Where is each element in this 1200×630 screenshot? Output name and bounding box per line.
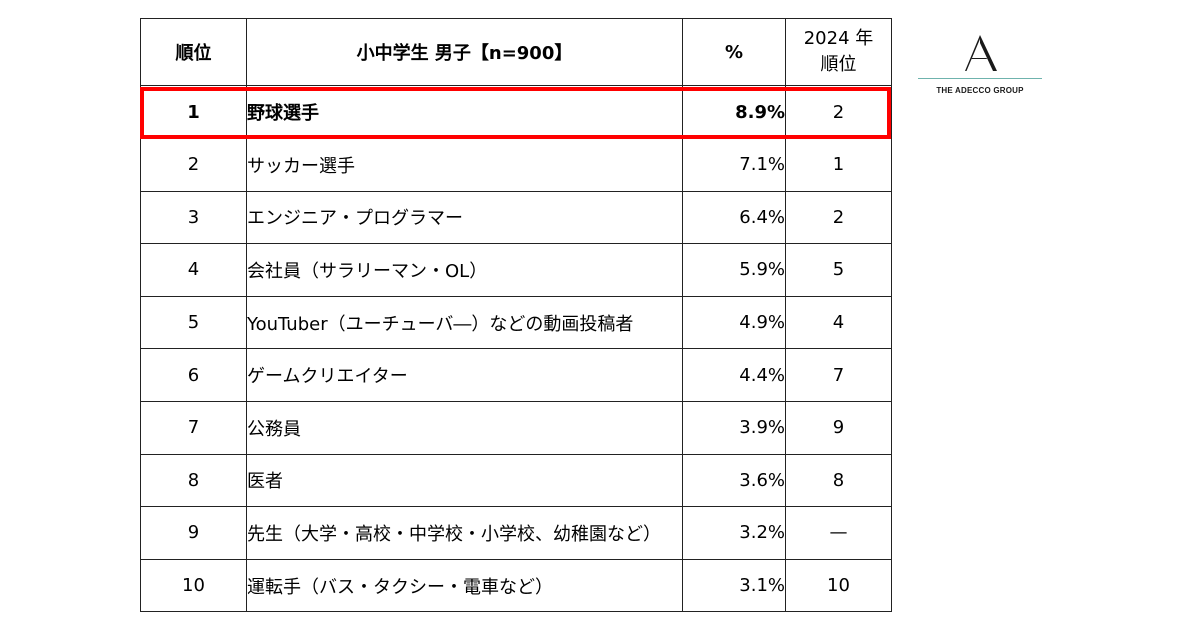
job-cell: 公務員 xyxy=(246,400,683,455)
percent-cell: 3.6% xyxy=(682,453,786,508)
job-cell: 医者 xyxy=(246,453,683,508)
job-cell: エンジニア・プログラマー xyxy=(246,190,683,245)
prev-rank-cell: 5 xyxy=(785,243,892,297)
logo-divider xyxy=(918,78,1042,79)
header-rank: 順位 xyxy=(140,18,247,86)
table-row: 3 エンジニア・プログラマー 6.4% 2 xyxy=(140,190,892,245)
percent-cell: 3.2% xyxy=(682,506,786,560)
prev-rank-cell: 1 xyxy=(785,138,892,192)
adecco-a-logo-icon xyxy=(965,35,997,71)
table-row: 7 公務員 3.9% 9 xyxy=(140,400,892,455)
prev-rank-cell: 2 xyxy=(785,190,892,245)
rank-cell: 6 xyxy=(140,348,247,402)
prev-rank-cell: — xyxy=(785,506,892,560)
percent-cell: 5.9% xyxy=(682,243,786,297)
table-row: 6 ゲームクリエイター 4.4% 7 xyxy=(140,348,892,402)
rank-cell: 3 xyxy=(140,190,247,245)
rank-cell: 8 xyxy=(140,453,247,508)
table-row: 8 医者 3.6% 8 xyxy=(140,453,892,508)
percent-cell: 6.4% xyxy=(682,190,786,245)
header-2024-rank-line2: 順位 xyxy=(820,54,857,75)
header-percent: % xyxy=(682,18,786,86)
prev-rank-cell: 7 xyxy=(785,348,892,402)
job-cell: 先生（大学・高校・中学校・小学校、幼稚園など） xyxy=(246,506,683,560)
rank-cell: 7 xyxy=(140,400,247,455)
header-2024-rank-line1: 2024 年 xyxy=(803,28,874,49)
percent-cell: 8.9% xyxy=(682,85,786,139)
rank-cell: 10 xyxy=(140,558,247,613)
job-cell: YouTuber（ユーチューバ―）などの動画投稿者 xyxy=(246,295,683,350)
header-2024-rank: 2024 年 順位 xyxy=(785,18,892,86)
job-cell: サッカー選手 xyxy=(246,138,683,192)
rank-cell: 5 xyxy=(140,295,247,350)
percent-cell: 4.4% xyxy=(682,348,786,402)
table-row: 4 会社員（サラリーマン・OL） 5.9% 5 xyxy=(140,243,892,297)
prev-rank-cell: 9 xyxy=(785,400,892,455)
job-cell: 運転手（バス・タクシー・電車など） xyxy=(246,558,683,613)
table-row: 2 サッカー選手 7.1% 1 xyxy=(140,138,892,192)
table-row: 5 YouTuber（ユーチューバ―）などの動画投稿者 4.9% 4 xyxy=(140,295,892,350)
percent-cell: 3.1% xyxy=(682,558,786,613)
percent-cell: 7.1% xyxy=(682,138,786,192)
prev-rank-cell: 10 xyxy=(785,558,892,613)
prev-rank-cell: 2 xyxy=(785,85,892,139)
prev-rank-cell: 8 xyxy=(785,453,892,508)
prev-rank-cell: 4 xyxy=(785,295,892,350)
rank-cell: 2 xyxy=(140,138,247,192)
job-cell: 会社員（サラリーマン・OL） xyxy=(246,243,683,297)
header-job: 小中学生 男子【n=900】 xyxy=(246,18,683,86)
job-cell: 野球選手 xyxy=(246,85,683,139)
rank-cell: 1 xyxy=(140,85,247,139)
percent-cell: 3.9% xyxy=(682,400,786,455)
percent-cell: 4.9% xyxy=(682,295,786,350)
table-row: 1 野球選手 8.9% 2 xyxy=(140,85,892,139)
table-row: 9 先生（大学・高校・中学校・小学校、幼稚園など） 3.2% — xyxy=(140,506,892,560)
rank-cell: 4 xyxy=(140,243,247,297)
adecco-group-logo: THE ADECCO GROUP xyxy=(918,34,1042,98)
logo-text: THE ADECCO GROUP xyxy=(936,86,1024,95)
ranking-table: 順位 小中学生 男子【n=900】 % 2024 年 順位 1 野球選手 8.9… xyxy=(140,18,892,613)
rank-cell: 9 xyxy=(140,506,247,560)
job-cell: ゲームクリエイター xyxy=(246,348,683,402)
table-row: 10 運転手（バス・タクシー・電車など） 3.1% 10 xyxy=(140,558,892,613)
table-header-row: 順位 小中学生 男子【n=900】 % 2024 年 順位 xyxy=(140,18,892,86)
